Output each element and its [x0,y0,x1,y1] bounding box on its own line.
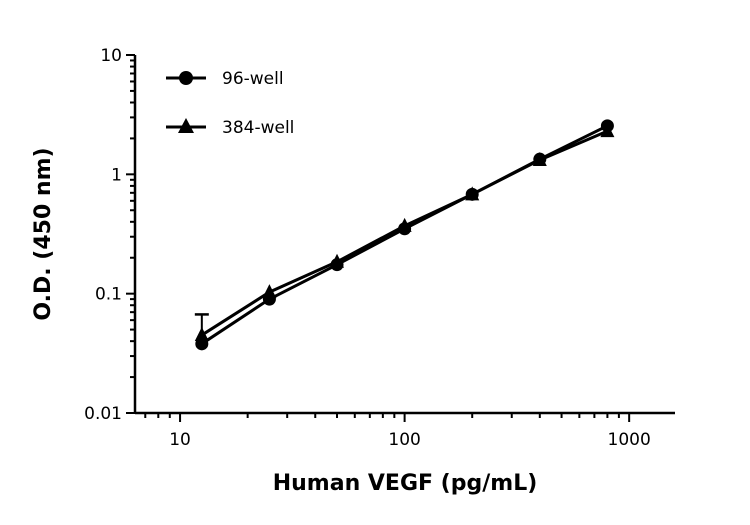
legend-marker-96-well [179,71,193,85]
y-tick-label: 1 [111,165,122,185]
legend: 96-well 384-well [166,69,294,138]
y-tick-label: 0.01 [84,404,122,424]
y-axis-label: O.D. (450 nm) [31,147,56,320]
legend-label-96-well: 96-well [222,69,284,89]
legend-label-384-well: 384-well [222,118,294,138]
y-tick-label: 10 [100,46,122,66]
data-point-384-well [262,284,277,299]
data-point-384-well [600,123,615,138]
data-point-384-well [397,217,412,232]
legend-marker-384-well [178,118,194,133]
data-point-384-well [465,186,480,201]
x-tick-label: 1000 [608,430,651,450]
y-tick-label: 0.1 [95,285,122,305]
data-point-384-well [330,253,345,268]
data-point-384-well [194,327,209,342]
axes: 10 100 1000 0.01 0.1 1 10 [84,46,675,450]
x-axis-label: Human VEGF (pg/mL) [273,471,538,496]
plot-area [194,119,615,351]
x-tick-label: 100 [388,430,420,450]
x-tick-label: 10 [169,430,191,450]
data-point-384-well [532,151,547,166]
